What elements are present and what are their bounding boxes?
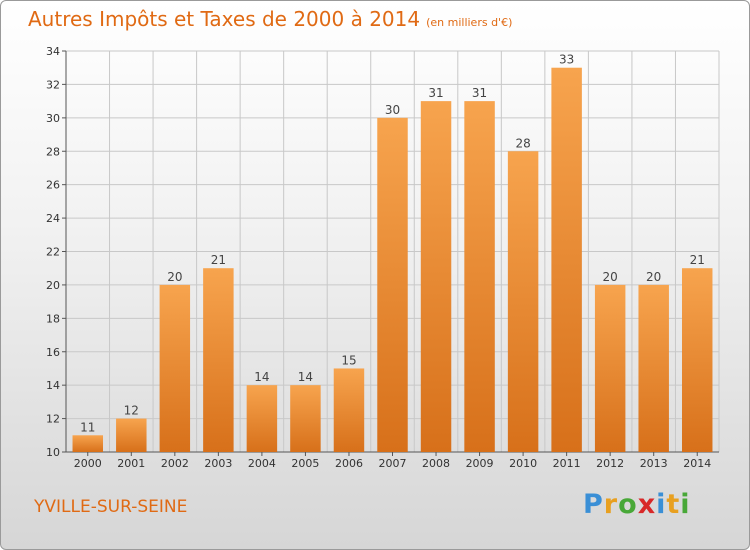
chart-title: Autres Impôts et Taxes de 2000 à 2014 (en… [28,7,512,31]
x-tick-label: 2009 [466,457,494,470]
x-tick-label: 2002 [161,457,189,470]
y-tick-label: 32 [46,78,60,91]
y-tick-label: 20 [46,279,60,292]
x-tick-label: 2004 [248,457,276,470]
logo-letter: o [618,489,638,520]
x-tick-label: 2013 [640,457,668,470]
logo-letter: i [680,489,691,520]
city-name: YVILLE-SUR-SEINE [34,497,188,517]
x-tick-label: 2001 [117,457,145,470]
x-tick-label: 2005 [291,457,319,470]
bar-2009 [464,101,495,452]
bar-2000 [72,435,104,452]
data-label-2002: 20 [167,270,182,284]
bars [72,67,713,452]
bar-2010 [507,151,539,452]
y-tick-label: 24 [46,212,60,225]
x-tick-label: 2012 [596,457,624,470]
logo-letter: t [666,489,681,520]
bar-2006 [333,368,365,452]
chart-unit: (en milliers d'€) [426,16,513,29]
logo-letter: i [656,489,667,520]
y-tick-label: 26 [46,179,60,192]
x-tick-label: 2008 [422,457,450,470]
bar-2002 [159,284,191,452]
logo-letter: P [583,489,604,520]
logo-letter: r [603,489,619,520]
chart-title-text: Autres Impôts et Taxes de 2000 à 2014 [28,7,421,31]
data-label-2014: 21 [690,253,705,267]
y-tick-label: 14 [46,379,60,392]
x-tick-label: 2006 [335,457,363,470]
bar-2007 [377,117,408,452]
data-label-2006: 15 [341,353,356,367]
proxiti-logo: Proxiti [583,489,691,520]
bar-2003 [203,268,234,452]
y-tick-label: 16 [46,346,60,359]
x-tick-label: 2007 [379,457,407,470]
data-label-2012: 20 [603,270,618,284]
data-label-2008: 31 [428,86,443,100]
y-tick-label: 18 [46,312,60,325]
bar-2008 [420,101,452,452]
data-labels: 11 12 20 21 14 14 15 30 31 31 28 33 20 20 21 [80,53,705,435]
data-label-2001: 12 [124,404,139,418]
data-label-2000: 11 [80,420,95,434]
bar-2011 [551,67,582,452]
data-label-2010: 28 [515,136,530,150]
bar-2013 [638,284,669,452]
x-tick-label: 2011 [553,457,581,470]
y-tick-label: 28 [46,145,60,158]
y-tick-label: 30 [46,112,60,125]
y-tick-label: 34 [46,45,60,58]
y-tick-label: 22 [46,246,60,259]
data-label-2007: 30 [385,103,400,117]
y-tick-label: 10 [46,446,60,459]
x-tick-label: 2000 [74,457,102,470]
bar-2001 [116,418,147,452]
x-tick-label: 2014 [683,457,711,470]
axes: 10 12 14 16 18 20 22 24 26 28 30 32 34 2000 2001 2002 20… [46,45,719,470]
x-tick-label: 2003 [204,457,232,470]
bar-2012 [594,284,626,452]
logo-letter: x [637,489,657,520]
data-label-2013: 20 [646,270,661,284]
x-tick-label: 2010 [509,457,537,470]
y-tick-label: 12 [46,413,60,426]
bar-2004 [246,385,278,452]
data-label-2011: 33 [559,53,574,67]
data-label-2004: 14 [254,370,269,384]
bar-2014 [681,268,713,452]
data-label-2003: 21 [211,253,226,267]
data-label-2009: 31 [472,86,487,100]
bar-2005 [290,385,321,452]
data-label-2005: 14 [298,370,313,384]
